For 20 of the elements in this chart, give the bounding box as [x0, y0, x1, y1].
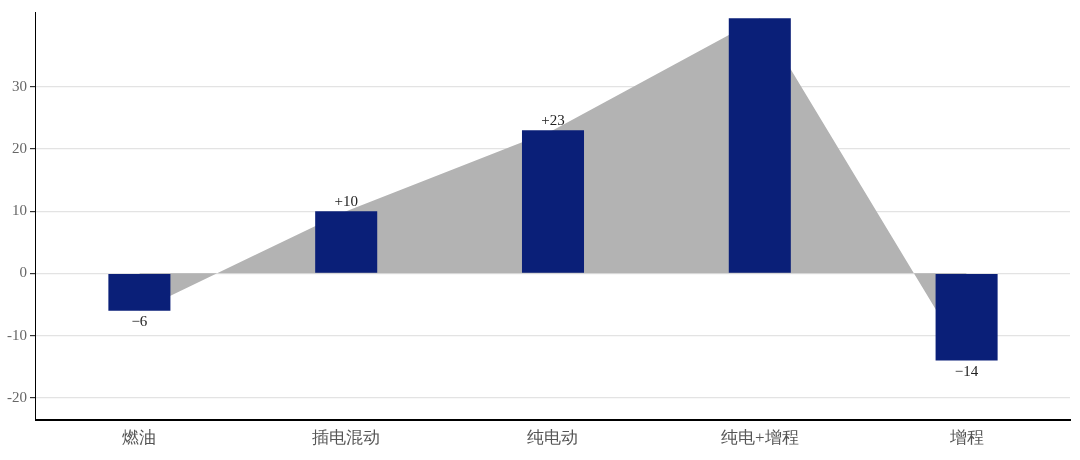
bar: [108, 273, 171, 311]
y-tick-label: 30: [12, 77, 27, 94]
y-tick-label: 10: [12, 202, 27, 219]
y-tick-label: -10: [7, 326, 27, 343]
y-tick-label: -20: [7, 388, 27, 405]
bar: [315, 211, 378, 273]
x-tick-label: 燃油: [122, 428, 157, 448]
x-tick-label: 纯电+增程: [721, 428, 799, 448]
x-tick-label: 插电混动: [312, 428, 381, 448]
data-label: +10: [334, 192, 358, 209]
x-tick-label: 纯电动: [527, 428, 579, 448]
bar: [728, 18, 791, 273]
data-label: +23: [541, 111, 565, 128]
bar: [521, 130, 585, 273]
y-tick-label: 0: [19, 264, 27, 281]
bar: [935, 273, 998, 361]
data-label: −6: [131, 313, 148, 330]
y-tick-label: 20: [12, 139, 27, 156]
x-tick-label: 增程: [948, 428, 984, 448]
data-label: −14: [954, 362, 979, 379]
